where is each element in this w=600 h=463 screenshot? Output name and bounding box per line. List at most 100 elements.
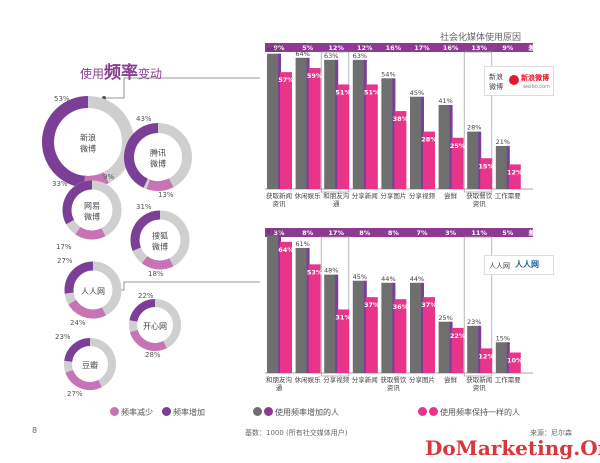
donut-increase-value: 22% bbox=[138, 292, 154, 300]
renren-brand-box: 人人网 人人网 bbox=[484, 255, 554, 275]
legend-increase-swatch bbox=[162, 407, 171, 416]
highlight-box bbox=[463, 236, 493, 377]
weibo-brand-label: 新浪 微博 bbox=[489, 72, 503, 92]
donut-increase-arc bbox=[130, 210, 161, 251]
difference-value: 17% bbox=[414, 44, 430, 52]
bar-increase-edge bbox=[421, 96, 424, 189]
bar-increase-edge bbox=[392, 78, 396, 189]
donut-decrease-value: 17% bbox=[56, 243, 72, 251]
difference-value: 11% bbox=[471, 229, 487, 237]
bar-same bbox=[480, 158, 493, 189]
bar-increase-value: 21% bbox=[496, 138, 510, 146]
donut-platform-label: 豆瓣 bbox=[82, 360, 98, 370]
bar-increase-edge bbox=[478, 131, 482, 189]
bar-same bbox=[423, 297, 435, 373]
donut-connector-line bbox=[104, 77, 260, 99]
category-label: 资讯 bbox=[473, 199, 487, 208]
bar-increase-grey bbox=[295, 57, 308, 189]
bar-same bbox=[394, 111, 407, 189]
category-label: 分享视频 bbox=[323, 375, 350, 384]
weibo-label-line1: 新浪 bbox=[489, 73, 503, 81]
bar-same bbox=[280, 72, 292, 189]
bar-increase-value: 67% bbox=[267, 228, 281, 236]
bar-same bbox=[337, 309, 350, 373]
donut-increase-value: 53% bbox=[54, 95, 70, 103]
category-label: 分享新闻 bbox=[352, 191, 378, 200]
difference-value: 3% bbox=[273, 229, 285, 237]
legend-same-users: 使用频率保持一样的人 bbox=[418, 407, 520, 418]
title-prefix: 使用 bbox=[80, 67, 105, 81]
category-label: 工作需要 bbox=[495, 375, 522, 384]
bar-same-value: 38% bbox=[393, 115, 409, 123]
bar-increase-grey bbox=[295, 247, 308, 373]
bar-increase-grey bbox=[352, 280, 365, 373]
bar-increase-value: 44% bbox=[381, 275, 395, 283]
bar-increase-grey bbox=[438, 321, 451, 373]
donut-decrease-arc bbox=[130, 329, 167, 351]
donut-decrease-value: 13% bbox=[158, 191, 174, 199]
bar-same-value: 64% bbox=[278, 246, 294, 254]
difference-band bbox=[265, 228, 533, 237]
difference-value: 12% bbox=[328, 44, 344, 52]
donut-platform-label: 微博 bbox=[84, 212, 100, 222]
category-label: 分享图片 bbox=[380, 191, 406, 200]
renren-brand-label: 人人网 bbox=[489, 262, 510, 270]
bar-same bbox=[365, 297, 378, 373]
donut-decrease-value: 9% bbox=[103, 173, 114, 181]
donut-decrease-value: 28% bbox=[145, 351, 161, 359]
category-label: 获取新闻 bbox=[466, 375, 492, 384]
category-label: 尝鲜 bbox=[444, 191, 458, 200]
bar-increase-grey bbox=[467, 131, 480, 189]
legend-increase-users-label: 使用频率增加的人 bbox=[275, 408, 339, 417]
category-label: 资讯 bbox=[273, 199, 287, 208]
watermark-logo: DoMarketing.Org bbox=[425, 436, 600, 460]
weibo-eye-icon bbox=[509, 75, 519, 85]
bar-same-value: 51% bbox=[364, 88, 380, 96]
bar-same-value: 36% bbox=[393, 303, 409, 311]
bar-increase-grey bbox=[267, 53, 279, 190]
donut-increase-arc bbox=[64, 338, 91, 363]
bar-increase-value: 44% bbox=[410, 275, 424, 283]
bar-increase-grey bbox=[381, 78, 394, 189]
donut-increase-value: 23% bbox=[55, 333, 71, 341]
category-label: 通 bbox=[276, 383, 283, 392]
donut-increase-value: 31% bbox=[136, 203, 152, 211]
bar-increase-grey bbox=[324, 274, 337, 373]
bar-same-value: 53% bbox=[307, 268, 323, 276]
bar-increase-value: 45% bbox=[353, 273, 367, 281]
bar-same bbox=[308, 68, 321, 189]
donut-6: 豆瓣 23% 27% bbox=[55, 333, 116, 398]
difference-value: 5% bbox=[502, 229, 514, 237]
legend-decrease: 频率减少 bbox=[110, 407, 153, 418]
bar-increase-value: 25% bbox=[438, 314, 452, 322]
difference-value: 7% bbox=[416, 229, 428, 237]
bar-increase-value: 63% bbox=[324, 52, 338, 60]
bar-increase-edge bbox=[506, 342, 510, 373]
bar-increase-value: 23% bbox=[467, 318, 481, 326]
bar-increase-value: 64% bbox=[295, 50, 309, 58]
category-label: 休闲娱乐 bbox=[295, 191, 322, 200]
bar-same bbox=[337, 84, 350, 189]
bar-increase-value: 66% bbox=[267, 46, 281, 54]
donut-platform-label: 微博 bbox=[152, 242, 168, 252]
bar-same bbox=[280, 241, 292, 373]
donut-increase-value: 33% bbox=[52, 180, 68, 188]
bar-increase-value: 54% bbox=[381, 70, 395, 78]
legend-purple-swatch bbox=[264, 407, 273, 416]
legend-decrease-swatch bbox=[110, 407, 119, 416]
difference-label: 差距 bbox=[528, 43, 542, 52]
title-suffix: 变动 bbox=[138, 67, 163, 81]
category-label: 资讯 bbox=[473, 383, 487, 392]
donut-platform-label: 新浪 bbox=[80, 133, 96, 143]
category-label: 获取新闻 bbox=[266, 191, 292, 200]
donut-decrease-value: 18% bbox=[148, 270, 164, 278]
bar-increase-grey bbox=[267, 235, 279, 373]
bar-same-value: 37% bbox=[421, 301, 437, 309]
bar-increase-grey bbox=[410, 96, 422, 189]
bar-increase-edge bbox=[421, 282, 424, 373]
donut-increase-arc bbox=[62, 180, 93, 225]
bar-same bbox=[451, 137, 464, 189]
bar-same-value: 12% bbox=[507, 168, 523, 176]
weibo-url: weibo.com bbox=[523, 84, 550, 90]
